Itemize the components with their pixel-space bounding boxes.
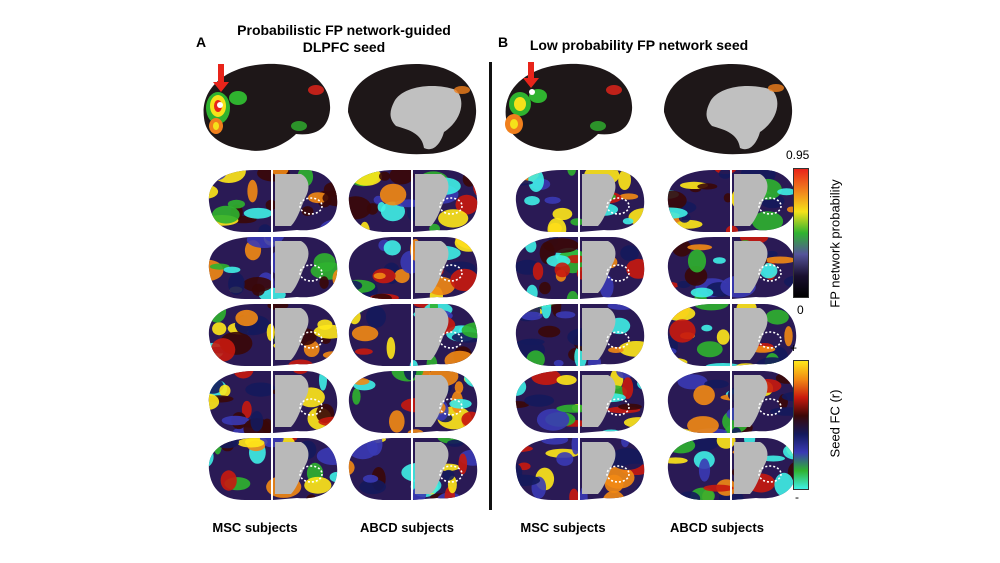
seed-roi-outline xyxy=(299,398,323,416)
seed-fc-brain-0-4 xyxy=(208,436,338,502)
seed-roi-outline xyxy=(606,398,630,416)
seed-roi-outline xyxy=(439,465,463,483)
probability-colorbar-max-label: 0.95 xyxy=(786,148,810,162)
seed-fc-brain-0-1 xyxy=(208,235,338,301)
seed-fc-colorbar-axis-label: Seed FC (r) xyxy=(827,389,843,458)
seed-fc-brain-3-3 xyxy=(667,369,797,435)
seed-arrow-icon xyxy=(523,62,539,88)
probability-colorbar-min-label: 0 xyxy=(797,303,804,317)
seed-fc-brain-3-2 xyxy=(667,302,797,368)
seed-fc-brain-2-2 xyxy=(515,302,645,368)
seed-fc-brain-1-4 xyxy=(348,436,478,502)
seed-fc-colorbar-max-label: + xyxy=(790,341,798,355)
seed-roi-outline xyxy=(439,264,463,282)
seed-roi-outline xyxy=(758,465,782,483)
seed-fc-brain-2-1 xyxy=(515,235,645,301)
panel-b-col1-label: MSC subjects xyxy=(520,520,606,535)
panel-a-col1-label: MSC subjects xyxy=(212,520,298,535)
seed-roi-outline xyxy=(299,465,323,483)
seed-fc-brain-3-1 xyxy=(667,235,797,301)
seed-roi-outline xyxy=(439,331,463,349)
panel-a-letter: A xyxy=(196,34,207,50)
seed-fc-brain-3-0 xyxy=(667,168,797,234)
seed-fc-brain-2-4 xyxy=(515,436,645,502)
panel-b-col2-label: ABCD subjects xyxy=(670,520,764,535)
seed-fc-brain-1-2 xyxy=(348,302,478,368)
panel-a-col2-label: ABCD subjects xyxy=(360,520,454,535)
seed-marker-dot xyxy=(529,89,535,95)
panel-b-title: Low probability FP network seed xyxy=(514,37,764,54)
seed-fc-brain-3-4 xyxy=(667,436,797,502)
seed-fc-colorbar xyxy=(793,360,809,490)
seed-roi-outline xyxy=(299,264,323,282)
seed-roi-outline xyxy=(758,264,782,282)
seed-fc-brain-1-1 xyxy=(348,235,478,301)
seed-roi-outline xyxy=(606,465,630,483)
probability-colorbar-axis-label: FP network probability xyxy=(827,179,843,308)
seed-fc-brain-2-0 xyxy=(515,168,645,234)
seed-fc-brain-1-3 xyxy=(348,369,478,435)
probability-colorbar xyxy=(793,168,809,298)
panel-a-probability-lateral-brain xyxy=(203,63,331,151)
panel-a-title-line1: Probabilistic FP network-guided xyxy=(237,22,451,38)
seed-marker-dot xyxy=(217,102,223,108)
seed-fc-brain-0-2 xyxy=(208,302,338,368)
seed-roi-outline xyxy=(758,398,782,416)
seed-roi-outline xyxy=(758,331,782,349)
panel-a-probability-medial-brain xyxy=(348,64,477,155)
seed-roi-outline xyxy=(606,331,630,349)
seed-roi-outline xyxy=(299,197,323,215)
seed-fc-brain-1-0 xyxy=(348,168,478,234)
seed-fc-brain-2-3 xyxy=(515,369,645,435)
panel-b-probability-lateral-brain xyxy=(505,62,633,151)
seed-roi-outline xyxy=(758,197,782,215)
seed-roi-outline xyxy=(606,264,630,282)
panel-a-title-line2: DLPFC seed xyxy=(302,39,386,55)
seed-arrow-icon xyxy=(213,64,229,92)
seed-roi-outline xyxy=(439,197,463,215)
seed-fc-brain-0-0 xyxy=(208,168,338,234)
seed-roi-outline xyxy=(606,197,630,215)
panel-a-title: Probabilistic FP network-guided DLPFC se… xyxy=(214,22,474,56)
panel-b-letter: B xyxy=(498,34,509,50)
panel-b-probability-medial-brain xyxy=(664,64,793,155)
seed-roi-outline xyxy=(299,331,323,349)
panel-divider xyxy=(489,62,492,510)
panel-b-title-line1: Low probability FP network seed xyxy=(529,37,749,53)
seed-roi-outline xyxy=(439,398,463,416)
seed-fc-brain-0-3 xyxy=(208,369,338,435)
seed-fc-colorbar-min-label: - xyxy=(795,490,799,504)
